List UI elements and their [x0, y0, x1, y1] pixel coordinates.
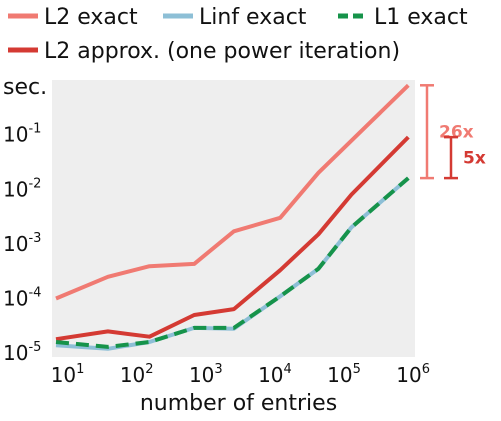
x-tick-label-2: 103	[189, 362, 223, 387]
x-tick-label-4: 105	[327, 362, 361, 387]
ratio-label-1: 5x	[463, 149, 486, 169]
legend-label-1: Linf exact	[199, 5, 307, 30]
y-tick-label-2: 10-3	[3, 231, 41, 256]
x-axis-label: number of entries	[140, 391, 337, 416]
legend-label-0: L2 exact	[44, 5, 138, 30]
x-tick-label-1: 102	[120, 362, 154, 387]
y-tick-label-1: 10-4	[3, 286, 41, 311]
x-tick-label-3: 104	[258, 362, 292, 387]
series-layer	[55, 83, 410, 351]
series-line-3	[55, 135, 410, 342]
y-tick-label-4: 10-1	[3, 122, 41, 147]
series-line-0	[55, 83, 410, 301]
x-tick-label-5: 106	[396, 362, 430, 387]
x-axis-ticks: 101 102 103 104 105 106	[51, 362, 430, 387]
legend-label-3: L2 approx. (one power iteration)	[44, 39, 400, 64]
y-tick-label-3: 10-2	[3, 176, 41, 201]
ratio-label-0: 26x	[439, 123, 474, 143]
y-axis-ticks: 10-5 10-4 10-3 10-2 10-1	[3, 122, 41, 366]
legend-label-2: L1 exact	[374, 5, 468, 30]
x-tick-label-0: 101	[51, 362, 85, 387]
series-line-2	[55, 176, 410, 349]
ratio-bracket-1: 5x	[444, 135, 486, 180]
y-tick-label-0: 10-5	[3, 340, 41, 365]
legend: L2 exact Linf exact L1 exact L2 approx. (on…	[8, 5, 468, 64]
y-axis-label: sec.	[3, 75, 47, 100]
